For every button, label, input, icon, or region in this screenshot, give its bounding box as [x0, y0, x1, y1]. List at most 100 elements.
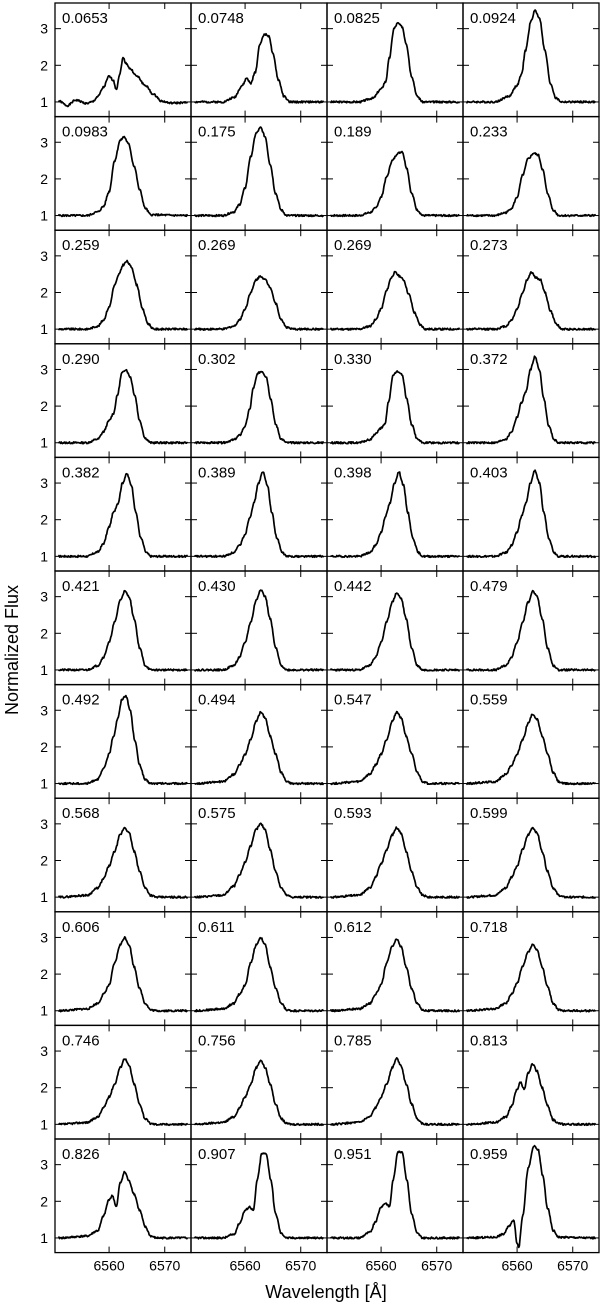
y-tick-label: 2	[40, 284, 48, 300]
y-tick-label: 1	[40, 662, 48, 678]
phase-label: 0.273	[470, 237, 508, 254]
phase-label: 0.547	[334, 692, 372, 709]
spectrum-panel: 0.421	[54, 570, 192, 686]
phase-label: 0.189	[334, 124, 372, 141]
spectrum-panel: 0.568	[54, 797, 192, 913]
spectrum-panel: 0.382	[54, 456, 192, 572]
y-tick-label: 3	[40, 1157, 48, 1173]
spectrum-line	[330, 370, 460, 445]
spectrum-panel: 0.0653	[54, 2, 192, 118]
spectrum-line	[58, 472, 188, 559]
spectrum-line	[58, 694, 188, 786]
spectrum-line	[466, 589, 596, 672]
phase-label: 0.0653	[62, 10, 108, 27]
spectrum-panel: 0.372	[462, 343, 600, 459]
phase-label: 0.290	[62, 351, 100, 368]
spectrum-panel: 0.575	[190, 797, 328, 913]
spectrum-panel: 0.233	[462, 115, 600, 231]
y-tick-label: 3	[40, 1043, 48, 1059]
spectrum-line	[58, 1170, 188, 1240]
spectrum-panel: 0.718	[462, 911, 600, 1027]
phase-label: 0.398	[334, 464, 372, 481]
y-tick-label: 3	[40, 702, 48, 718]
spectrum-panel: 0.494	[190, 683, 328, 799]
spectrum-panel: 0.269	[326, 229, 464, 345]
phase-label: 0.718	[470, 919, 508, 936]
x-tick-label: 6560	[366, 1258, 397, 1274]
x-tick-label: 6570	[421, 1258, 452, 1274]
y-tick-label: 1	[40, 94, 48, 110]
spectrum-panel: 0.269	[190, 229, 328, 345]
spectrum-line	[330, 1057, 460, 1127]
spectrum-panel: 0.746	[54, 1024, 192, 1140]
phase-label: 0.0924	[470, 10, 516, 27]
phase-label: 0.606	[62, 919, 100, 936]
phase-label: 0.611	[198, 919, 234, 936]
y-tick-label: 1	[40, 548, 48, 564]
y-tick-label: 3	[40, 134, 48, 150]
phase-label: 0.233	[470, 124, 508, 141]
spectrum-line	[194, 710, 324, 786]
y-tick-label: 2	[40, 1193, 48, 1209]
y-tick-label: 2	[40, 852, 48, 868]
spectrum-panel: 0.290	[54, 343, 192, 459]
x-tick-label: 6570	[149, 1258, 180, 1274]
y-tick-label: 1	[40, 1230, 48, 1246]
phase-label: 0.907	[198, 1146, 236, 1163]
phase-label: 0.0825	[334, 10, 380, 27]
phase-label: 0.259	[62, 237, 100, 254]
phase-label: 0.756	[198, 1032, 236, 1049]
x-tick-label: 6570	[557, 1258, 588, 1274]
spectrum-line	[330, 150, 460, 218]
spectrum-line	[466, 1144, 596, 1249]
spectrum-line	[194, 936, 324, 1013]
y-tick-label: 3	[40, 21, 48, 37]
spectrum-panel: 0.175	[190, 115, 328, 231]
phase-label: 0.826	[62, 1146, 100, 1163]
spectrum-line	[466, 271, 596, 331]
spectrum-line	[194, 1059, 324, 1127]
spectrum-panel: 0.611	[190, 911, 328, 1027]
y-tick-label: 1	[40, 1003, 48, 1019]
phase-label: 0.0748	[198, 10, 244, 27]
panel-frame	[462, 1138, 600, 1254]
spectrum-line	[194, 589, 324, 672]
spectrum-line	[58, 826, 188, 899]
phase-label: 0.442	[334, 578, 372, 595]
spectrum-panel: 0.430	[190, 570, 328, 686]
spectrum-panel: 0.189	[326, 115, 464, 231]
phase-label: 0.612	[334, 919, 372, 936]
spectrum-line	[330, 21, 460, 104]
y-tick-label: 3	[40, 589, 48, 605]
spectrum-panel: 0.273	[462, 229, 600, 345]
spectrum-panel: 0.0825	[326, 2, 464, 118]
y-tick-label: 2	[40, 625, 48, 641]
spectrum-line	[330, 1150, 460, 1240]
spectrum-panel: 0.0924	[462, 2, 600, 118]
spectrum-panel: 0.959	[462, 1138, 600, 1254]
y-tick-label: 1	[40, 889, 48, 905]
phase-label: 0.382	[62, 464, 100, 481]
phase-label: 0.403	[470, 464, 508, 481]
spectrum-panel: 0.0983	[54, 115, 192, 231]
spectrum-line	[466, 9, 596, 104]
spectrum-panel: 0.593	[326, 797, 464, 913]
y-tick-label: 1	[40, 435, 48, 451]
spectrum-panel: 0.813	[462, 1024, 600, 1140]
spectrum-line	[58, 936, 188, 1013]
phase-label: 0.421	[62, 578, 100, 595]
y-tick-label: 3	[40, 248, 48, 264]
y-tick-label: 3	[40, 475, 48, 491]
y-tick-label: 1	[40, 321, 48, 337]
phase-label: 0.959	[470, 1146, 508, 1163]
phase-label: 0.269	[334, 237, 372, 254]
spectrum-line	[58, 1058, 188, 1127]
panel-grid: 0.0653 0.0748 0.0825 0.0924 0.0983 0.175 0.189…	[54, 2, 600, 1254]
y-tick-label: 2	[40, 739, 48, 755]
spectrum-line	[194, 275, 324, 331]
axis-tick-labels: 1 2 3 1 2 3 1 2 3 1 2 3 1 2 3 1 2 3 1 2 3 1 2 3 1 2 3 1 2 3 1 2 3 6560 657…	[40, 21, 588, 1274]
phase-label: 0.785	[334, 1032, 372, 1049]
spectrum-panel: 0.785	[326, 1024, 464, 1140]
phase-label: 0.494	[198, 692, 236, 709]
